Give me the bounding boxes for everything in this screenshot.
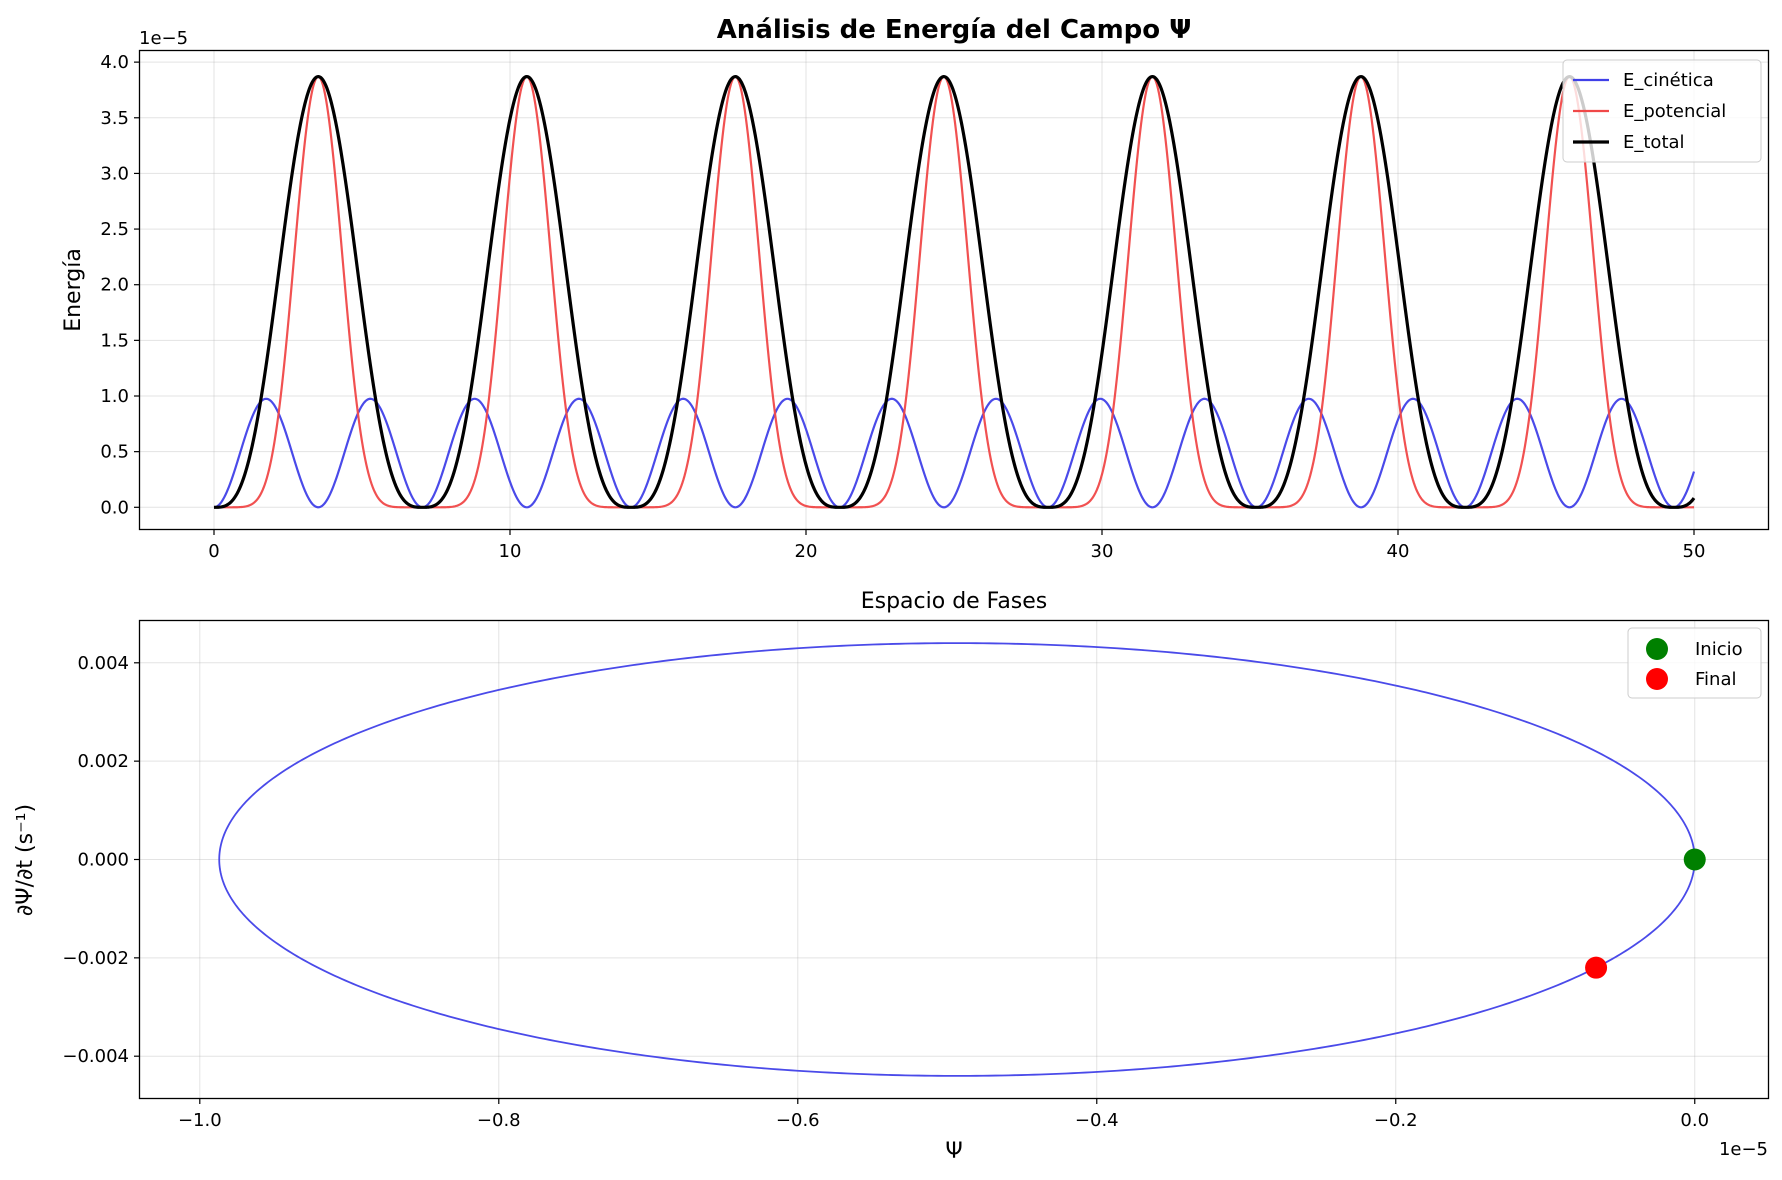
phase-ticks: −1.0 −0.8 −0.6 −0.4 −0.2 0.0 −0.004 −0.002 0.000… <box>62 653 1709 1131</box>
energy-title: Análisis de Energía del Campo Ψ <box>717 15 1192 45</box>
energy-y-label: Energía <box>61 248 86 332</box>
energy-axes-frame <box>138 49 1770 531</box>
phase-y-tick-label: 0.002 <box>77 751 129 772</box>
energy-y-tick-label: 1.5 <box>100 330 129 351</box>
phase-panel: Espacio de Fases −1.0 −0.8 −0.6 −0.4 −0.2 0.0… <box>13 589 1770 1164</box>
legend-total-label: E_total <box>1623 132 1685 153</box>
phase-x-offset: 1e−5 <box>1719 1139 1768 1160</box>
legend-kinetic-label: E_cinética <box>1623 70 1714 91</box>
phase-marker-final <box>1585 956 1608 979</box>
energy-y-tick-label: 3.5 <box>100 108 129 129</box>
energy-ticks: 0 10 20 30 40 50 0.0 0.5 1.0 1.5 2.0 2.5 3.0 3.5 4.0 <box>100 52 1705 562</box>
phase-trajectory <box>218 642 1696 1077</box>
phase-x-label: Ψ <box>945 1139 962 1164</box>
energy-x-tick-label: 10 <box>499 541 522 562</box>
phase-x-tick-label: −0.6 <box>776 1110 820 1131</box>
legend-final-label: Final <box>1695 669 1736 690</box>
phase-title: Espacio de Fases <box>861 589 1048 614</box>
energy-y-offset: 1e−5 <box>139 28 188 49</box>
phase-y-tick-label: 0.000 <box>77 850 129 871</box>
energy-y-tick-label: 0.0 <box>100 497 129 518</box>
phase-y-tick-label: 0.004 <box>77 653 129 674</box>
phase-x-tick-label: −0.2 <box>1374 1110 1418 1131</box>
energy-y-tick-label: 2.5 <box>100 219 129 240</box>
phase-x-tick-label: −0.4 <box>1075 1110 1119 1131</box>
energy-y-tick-label: 3.0 <box>100 163 129 184</box>
phase-trajectory-group <box>218 642 1706 1077</box>
legend-inicio-label: Inicio <box>1695 639 1743 660</box>
phase-x-tick-label: −0.8 <box>477 1110 521 1131</box>
potential-energy-line <box>214 75 1695 509</box>
kinetic-energy-line <box>213 397 1696 509</box>
energy-lines <box>213 74 1696 509</box>
phase-grid <box>140 621 1768 1098</box>
phase-y-label: ∂Ψ/∂t (s⁻¹) <box>13 804 38 916</box>
phase-y-tick-label: −0.004 <box>62 1046 129 1067</box>
energy-x-tick-label: 20 <box>795 541 818 562</box>
energy-x-tick-label: 40 <box>1387 541 1410 562</box>
phase-x-tick-label: −1.0 <box>178 1110 222 1131</box>
legend-inicio-marker <box>1646 638 1668 660</box>
phase-y-tick-label: −0.002 <box>62 948 129 969</box>
energy-legend: E_cinética E_potencial E_total <box>1562 59 1762 163</box>
energy-y-tick-label: 1.0 <box>100 386 129 407</box>
phase-x-tick-label: 0.0 <box>1680 1110 1709 1131</box>
legend-final-marker <box>1646 668 1668 690</box>
energy-x-tick-label: 50 <box>1683 541 1706 562</box>
total-energy-line <box>214 74 1696 509</box>
legend-potential-label: E_potencial <box>1623 101 1726 122</box>
energy-x-tick-label: 30 <box>1091 541 1114 562</box>
energy-y-tick-label: 4.0 <box>100 52 129 73</box>
energy-y-tick-label: 2.0 <box>100 275 129 296</box>
energy-panel: Análisis de Energía del Campo Ψ 0 10 20 30 4… <box>61 15 1770 562</box>
energy-y-tick-label: 0.5 <box>100 442 129 463</box>
phase-marker-inicio <box>1683 848 1706 871</box>
energy-legend-box <box>1562 59 1762 163</box>
phase-legend: Inicio Final <box>1627 627 1762 699</box>
energy-x-tick-label: 0 <box>208 541 219 562</box>
